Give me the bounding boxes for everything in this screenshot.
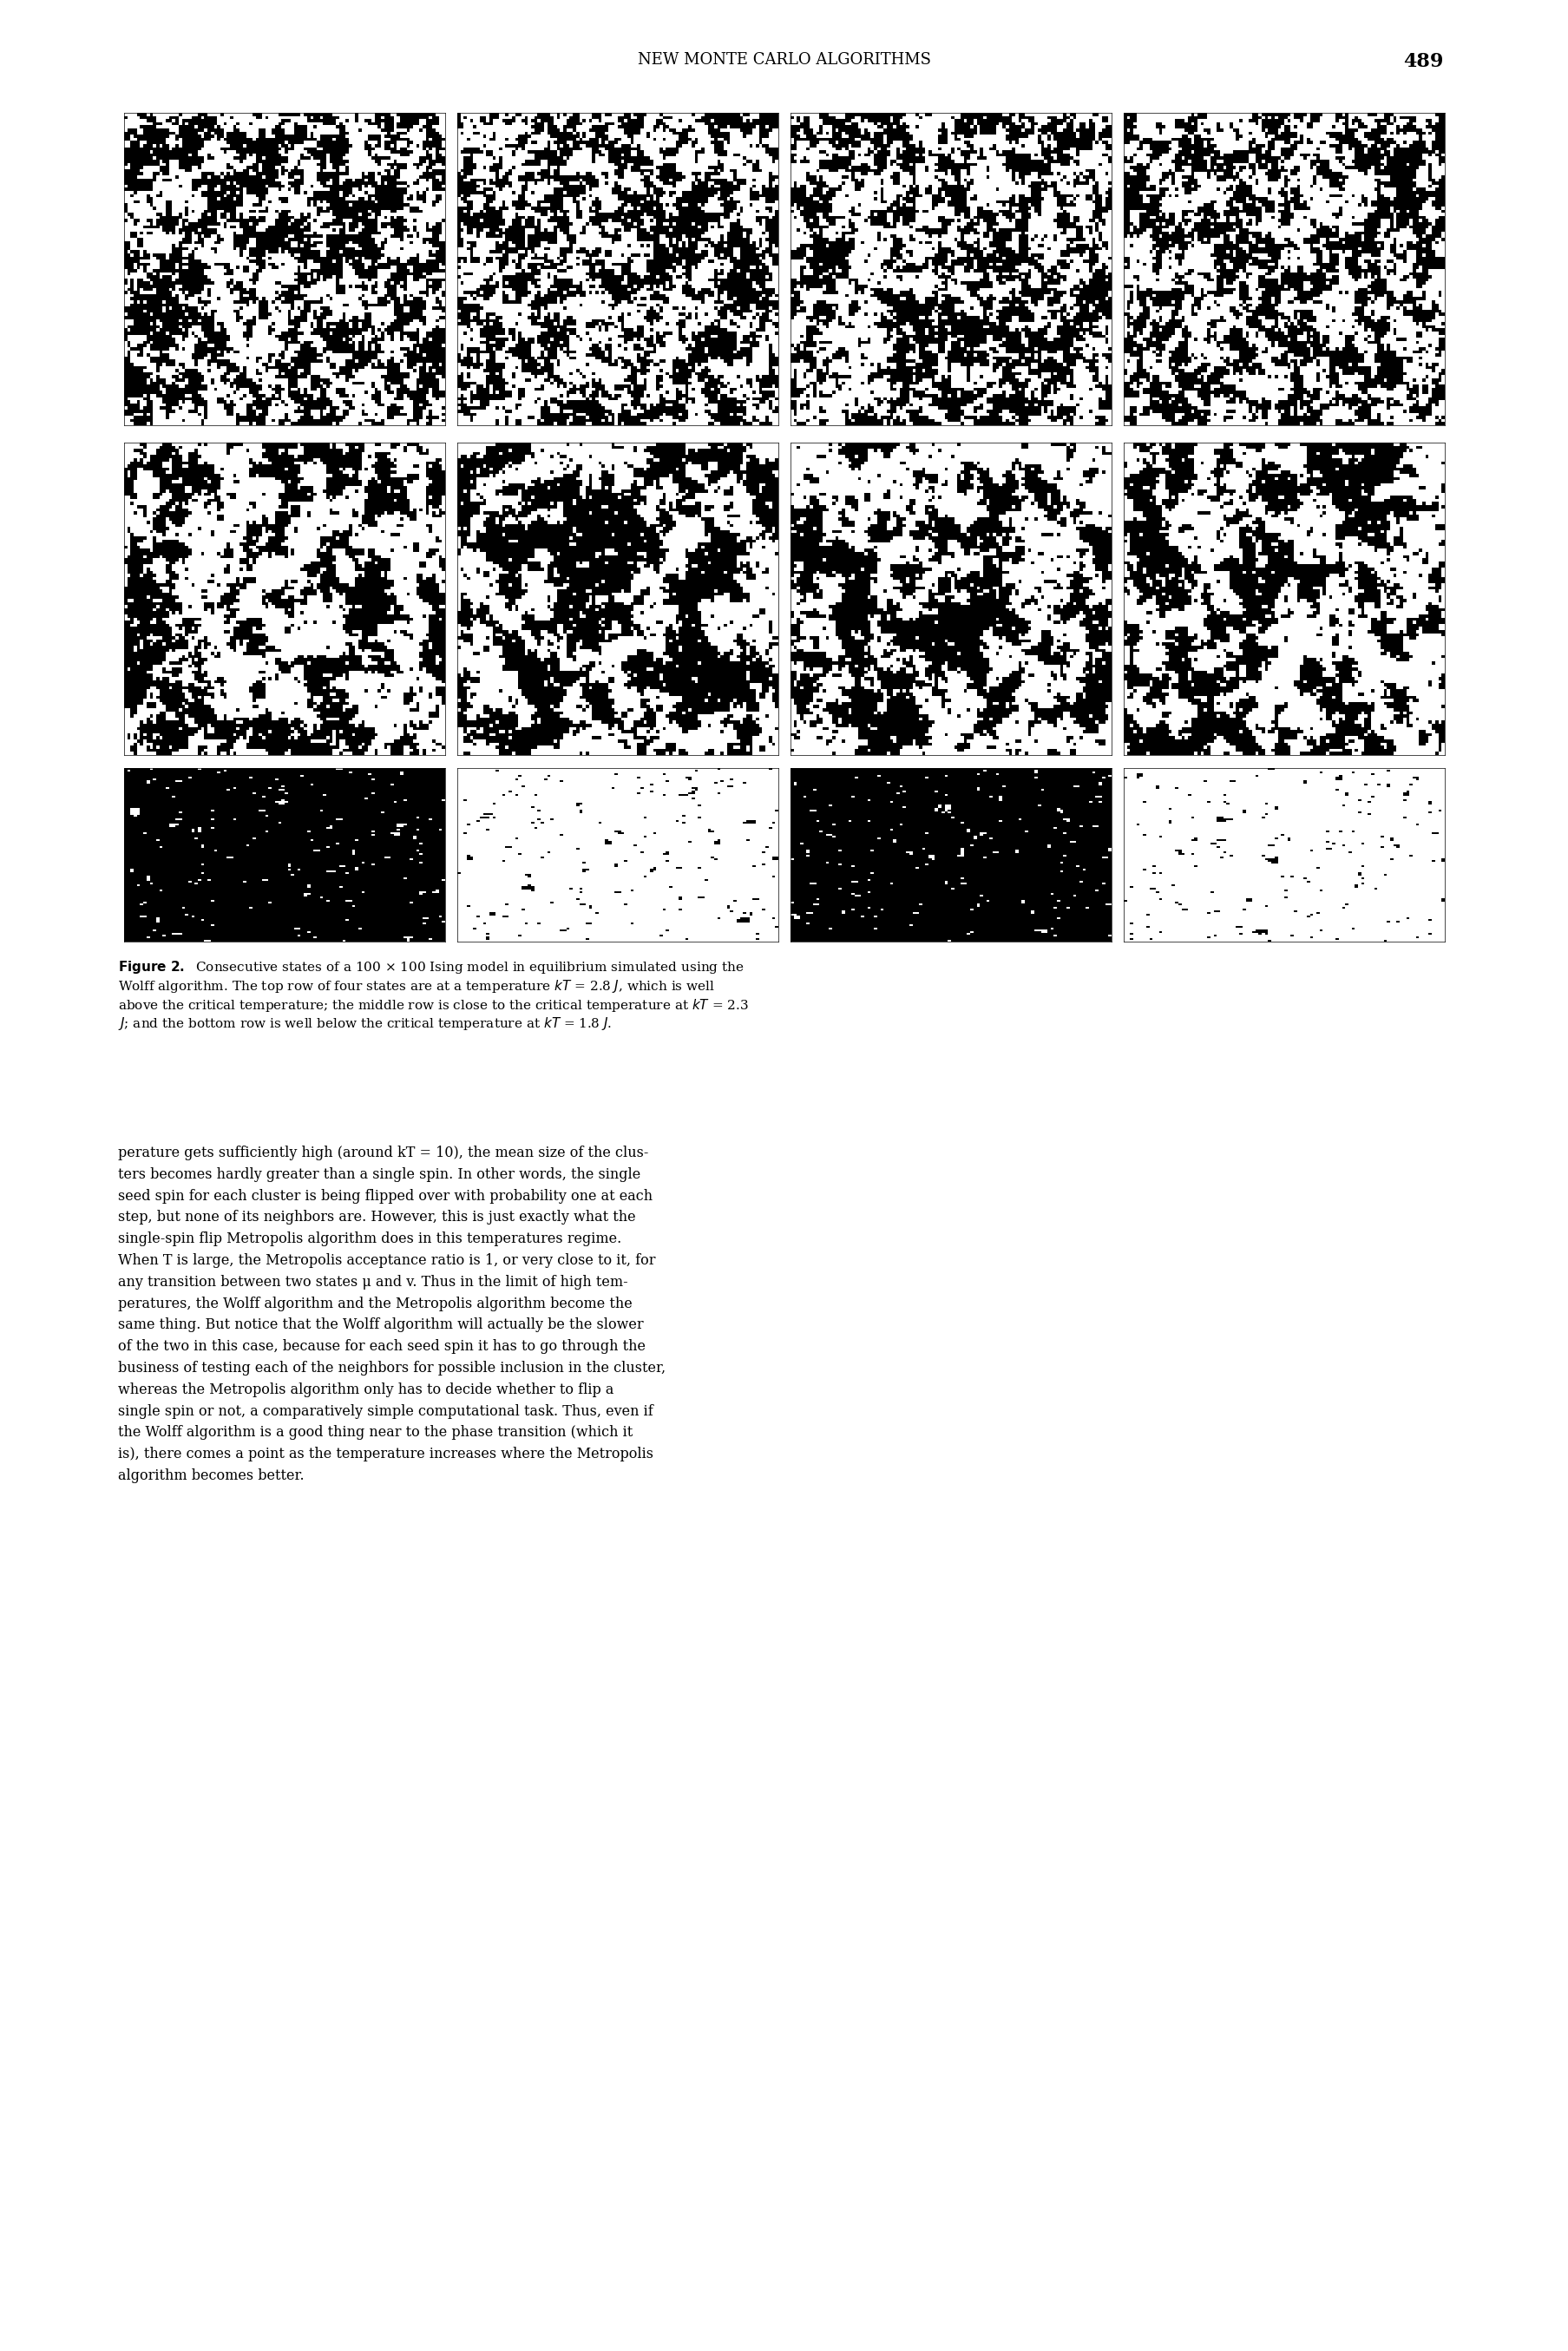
Text: perature gets sufficiently high (around kT = 10), the mean size of the clus-
ter: perature gets sufficiently high (around … <box>118 1145 665 1483</box>
Text: $\bf{Figure\ 2.}$  Consecutive states of a 100 × 100 Ising model in equilibrium : $\bf{Figure\ 2.}$ Consecutive states of … <box>118 959 748 1032</box>
Text: NEW MONTE CARLO ALGORITHMS: NEW MONTE CARLO ALGORITHMS <box>638 52 930 68</box>
Text: 489: 489 <box>1402 52 1443 71</box>
